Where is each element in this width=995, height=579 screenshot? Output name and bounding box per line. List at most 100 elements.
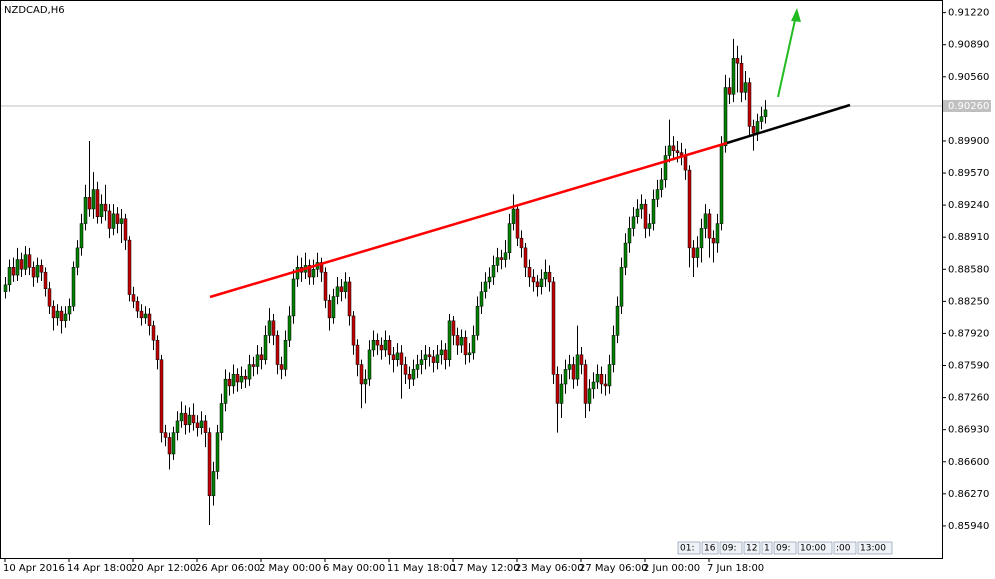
candle-body xyxy=(691,247,696,258)
candle-body xyxy=(539,278,544,288)
period-box xyxy=(857,541,893,555)
y-tick-label: 0.87260 xyxy=(948,393,989,404)
chart-title: NZDCAD,H6 xyxy=(4,5,65,16)
x-tick-label: 11 May 18:00 xyxy=(387,563,456,574)
candle-body xyxy=(579,354,584,365)
candle-body xyxy=(643,203,648,229)
candle-body xyxy=(655,189,660,200)
candle-body xyxy=(127,239,132,295)
period-label: 10:00 xyxy=(800,544,826,554)
candle-body xyxy=(379,344,384,351)
period-box xyxy=(773,541,797,555)
candle-body xyxy=(763,109,768,117)
candle-body xyxy=(267,320,272,336)
candle-body xyxy=(427,354,432,358)
candle-body xyxy=(619,267,624,307)
candle-body xyxy=(683,155,688,171)
candle-body xyxy=(559,383,564,404)
candle-body xyxy=(511,208,516,224)
y-tick-label: 0.86270 xyxy=(948,489,989,500)
candle-body xyxy=(407,374,412,380)
candle-body xyxy=(483,281,488,292)
candle-body xyxy=(23,254,28,270)
candle-body xyxy=(447,320,452,360)
candle-body xyxy=(47,288,52,307)
candle-body xyxy=(635,208,640,218)
current-price-label: 0.90260 xyxy=(948,101,989,112)
x-tick-label: 2 May 00:00 xyxy=(259,563,321,574)
candle-body xyxy=(455,335,460,346)
candle-body xyxy=(507,223,512,254)
candle-body xyxy=(747,82,752,127)
candle-body xyxy=(703,213,708,229)
candle-body xyxy=(331,296,336,319)
candle-body xyxy=(535,281,540,288)
candle-body xyxy=(583,364,588,404)
candle-body xyxy=(51,305,56,319)
y-tick-label: 0.87590 xyxy=(948,361,989,372)
candle-body xyxy=(347,281,352,317)
candle-body xyxy=(43,271,48,289)
candle-body xyxy=(487,276,492,283)
candle-body xyxy=(3,284,8,292)
x-tick-label: 17 May 12:00 xyxy=(451,563,520,574)
x-tick-label: 26 Apr 06:00 xyxy=(195,563,260,574)
candle-body xyxy=(439,349,444,356)
candle-body xyxy=(495,257,500,266)
candle-body xyxy=(55,310,60,319)
arrow-head xyxy=(791,8,801,22)
candle-body xyxy=(339,286,344,292)
candle-body xyxy=(283,339,288,370)
y-tick-label: 0.88250 xyxy=(948,296,989,307)
period-label: :00 xyxy=(836,544,851,554)
candle-body xyxy=(663,155,668,181)
candle-body xyxy=(39,265,44,273)
candle-body xyxy=(319,262,324,273)
candle-body xyxy=(687,169,692,249)
y-tick-label: 0.85940 xyxy=(948,521,989,532)
candle-body xyxy=(359,364,364,385)
candle-body xyxy=(623,242,628,268)
candle-body xyxy=(399,352,404,365)
candle-body xyxy=(555,374,560,404)
candle-body xyxy=(183,412,188,426)
candle-body xyxy=(335,286,340,297)
candle-body xyxy=(735,58,740,64)
candle-body xyxy=(639,203,644,210)
candle-body xyxy=(711,237,716,244)
candle-body xyxy=(327,300,332,319)
candle-body xyxy=(27,254,32,268)
candle-body xyxy=(615,305,620,336)
candle-body xyxy=(367,349,372,380)
candle-body xyxy=(467,352,472,356)
candle-body xyxy=(19,259,24,270)
candle-body xyxy=(563,369,568,385)
candle-body xyxy=(239,375,244,383)
candle-body xyxy=(403,364,408,375)
candle-body xyxy=(451,320,456,336)
candle-body xyxy=(291,278,296,317)
candle-body xyxy=(707,213,712,239)
candle-body xyxy=(411,369,416,380)
candle-body xyxy=(259,354,264,360)
period-label: 13:00 xyxy=(860,544,886,554)
x-tick-label: 6 May 00:00 xyxy=(323,563,385,574)
candle-body xyxy=(71,267,76,307)
candle-body xyxy=(123,218,128,241)
candle-body xyxy=(59,310,64,322)
candle-body xyxy=(167,437,172,455)
candle-body xyxy=(471,335,476,354)
candle-body xyxy=(591,381,596,390)
candle-body xyxy=(723,87,728,147)
candle-body xyxy=(119,218,124,224)
candle-body xyxy=(15,259,20,276)
period-label: 09: xyxy=(722,544,736,554)
candle-body xyxy=(191,414,196,424)
candle-body xyxy=(659,179,664,190)
period-box xyxy=(677,541,701,555)
candle-body xyxy=(63,313,68,322)
candle-body xyxy=(187,414,192,426)
x-tick-label: 7 Jun 18:00 xyxy=(707,563,764,574)
candle-body xyxy=(671,145,676,151)
